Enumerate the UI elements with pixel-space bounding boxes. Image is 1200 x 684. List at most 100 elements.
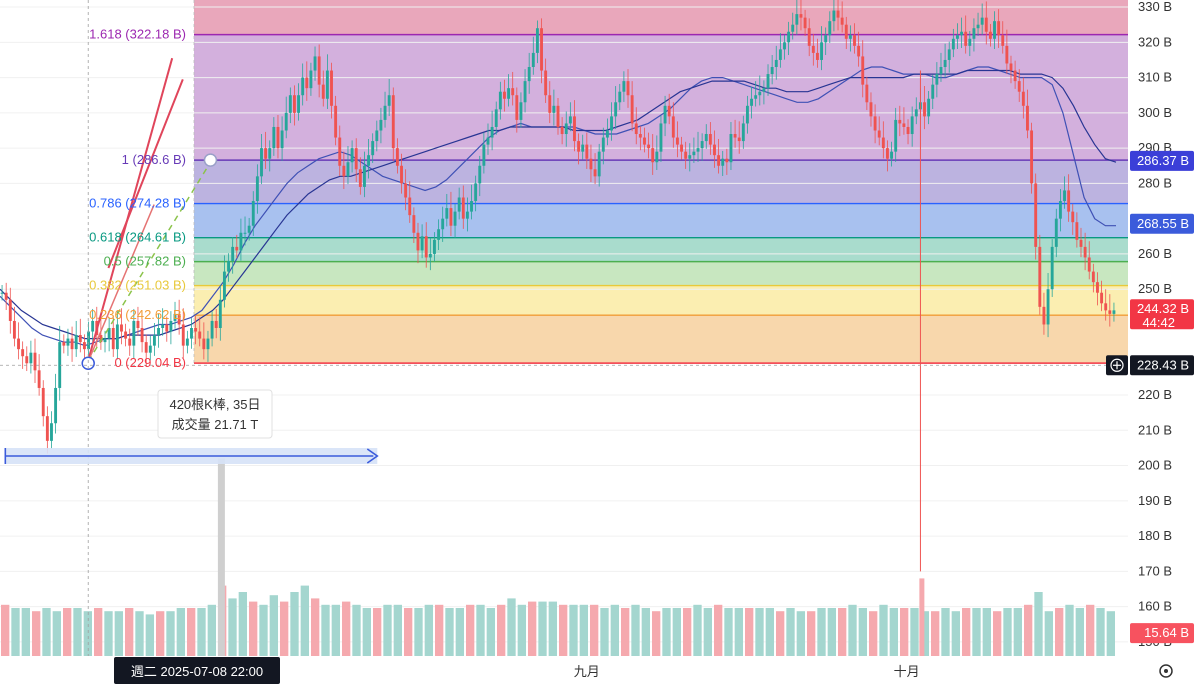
volume-bar bbox=[869, 611, 878, 656]
fib-fill-above bbox=[194, 0, 1128, 35]
fib-label-0.382: 0.382 (251.03 B) bbox=[89, 278, 186, 293]
volume-bar bbox=[1, 604, 10, 656]
candle-body bbox=[799, 14, 803, 18]
candle-body bbox=[465, 211, 469, 219]
candle-body bbox=[1075, 222, 1079, 240]
candle-body bbox=[548, 95, 552, 113]
fib-fill-0.236 bbox=[194, 285, 1128, 316]
candle-body bbox=[309, 70, 313, 89]
volume-bar bbox=[1096, 608, 1105, 656]
candle-body bbox=[190, 328, 193, 339]
volume-bar bbox=[1013, 608, 1022, 656]
volume-bar bbox=[207, 604, 216, 656]
candle-body bbox=[820, 42, 823, 60]
volume-bar bbox=[280, 601, 289, 656]
candle-body bbox=[387, 95, 391, 106]
candle-body bbox=[1104, 303, 1108, 311]
candle-body bbox=[643, 137, 646, 145]
candle-body bbox=[412, 215, 416, 233]
candle-body bbox=[951, 38, 955, 50]
candle-body bbox=[778, 49, 782, 60]
price-tag bbox=[1130, 213, 1194, 234]
price-tag-label: 228.43 B bbox=[1137, 357, 1189, 372]
candle-body bbox=[964, 31, 968, 46]
volume-bar bbox=[662, 608, 671, 656]
volume-bar bbox=[311, 598, 320, 656]
candle-body bbox=[185, 338, 189, 346]
candle-body bbox=[420, 236, 424, 251]
candle-body bbox=[980, 17, 984, 25]
y-tick-label: 170 B bbox=[1138, 563, 1172, 578]
candle-body bbox=[12, 320, 16, 339]
candle-body bbox=[1034, 183, 1038, 247]
crosshair-date-label: 週二 2025-07-08 22:00 bbox=[131, 664, 263, 679]
volume-bar bbox=[83, 611, 92, 656]
candle-body bbox=[494, 109, 498, 127]
measure-line2: 成交量 21.71 T bbox=[172, 417, 259, 432]
volume-bar bbox=[228, 598, 237, 656]
candle-body bbox=[478, 165, 482, 184]
price-tag-sub: 44:42 bbox=[1142, 315, 1175, 330]
candle-body bbox=[441, 218, 445, 230]
candle-body bbox=[774, 59, 778, 68]
candle-body bbox=[358, 169, 362, 187]
candle-body bbox=[218, 299, 222, 328]
candle-body bbox=[33, 352, 37, 371]
drawings[interactable] bbox=[0, 0, 1128, 656]
volume-bar bbox=[993, 611, 1002, 656]
trendline bbox=[107, 78, 184, 269]
volume-bar bbox=[548, 601, 557, 656]
candle-body bbox=[560, 126, 564, 135]
volume-bar bbox=[497, 604, 506, 656]
candle-body bbox=[1067, 190, 1071, 212]
volume-bar bbox=[910, 608, 919, 656]
volume-bar bbox=[331, 604, 340, 656]
candle-body bbox=[1112, 310, 1116, 314]
volume-bar bbox=[714, 604, 723, 656]
volume-bar bbox=[21, 608, 30, 656]
candle-body bbox=[313, 56, 317, 71]
y-tick-label: 180 B bbox=[1138, 528, 1172, 543]
volume-bar bbox=[125, 608, 134, 656]
volume-bar bbox=[693, 604, 702, 656]
candle-body bbox=[544, 70, 548, 96]
candle-body bbox=[428, 253, 432, 258]
candle-body bbox=[111, 328, 115, 350]
candle-body bbox=[17, 338, 20, 350]
fib-fill-0.382 bbox=[194, 261, 1128, 286]
volume-bar bbox=[238, 592, 247, 656]
month-label: 九月 bbox=[574, 664, 600, 679]
y-tick-label: 160 B bbox=[1138, 599, 1172, 614]
candle-body bbox=[486, 137, 490, 145]
time-axis[interactable]: 八月九月十月週二 2025-07-08 22:00 bbox=[0, 656, 1200, 684]
volume-bar bbox=[621, 608, 630, 656]
candle-body bbox=[346, 162, 350, 177]
candle-body bbox=[745, 105, 749, 124]
candle-body bbox=[470, 201, 473, 212]
candle-body bbox=[552, 105, 556, 113]
candle-body bbox=[1021, 91, 1025, 106]
candle-body bbox=[638, 134, 642, 138]
candle-body bbox=[206, 338, 210, 350]
candle-body bbox=[815, 52, 819, 60]
candle-body bbox=[729, 134, 733, 163]
candle-body bbox=[367, 155, 371, 166]
candle-body bbox=[684, 151, 688, 159]
y-tick-label: 330 B bbox=[1138, 0, 1172, 14]
plus-circle-icon bbox=[1110, 358, 1124, 372]
candle-body bbox=[535, 28, 539, 53]
price-tag bbox=[1130, 150, 1194, 171]
candle-body bbox=[890, 151, 894, 159]
candle-body bbox=[589, 158, 593, 170]
candle-body bbox=[585, 144, 589, 159]
candle-body bbox=[923, 102, 926, 117]
candle-body bbox=[395, 148, 399, 166]
candle-body bbox=[1083, 246, 1087, 258]
candle-body bbox=[1054, 218, 1058, 247]
candle-body bbox=[861, 56, 865, 85]
candle-body bbox=[675, 137, 679, 145]
measure-arrow-icon bbox=[366, 448, 379, 464]
